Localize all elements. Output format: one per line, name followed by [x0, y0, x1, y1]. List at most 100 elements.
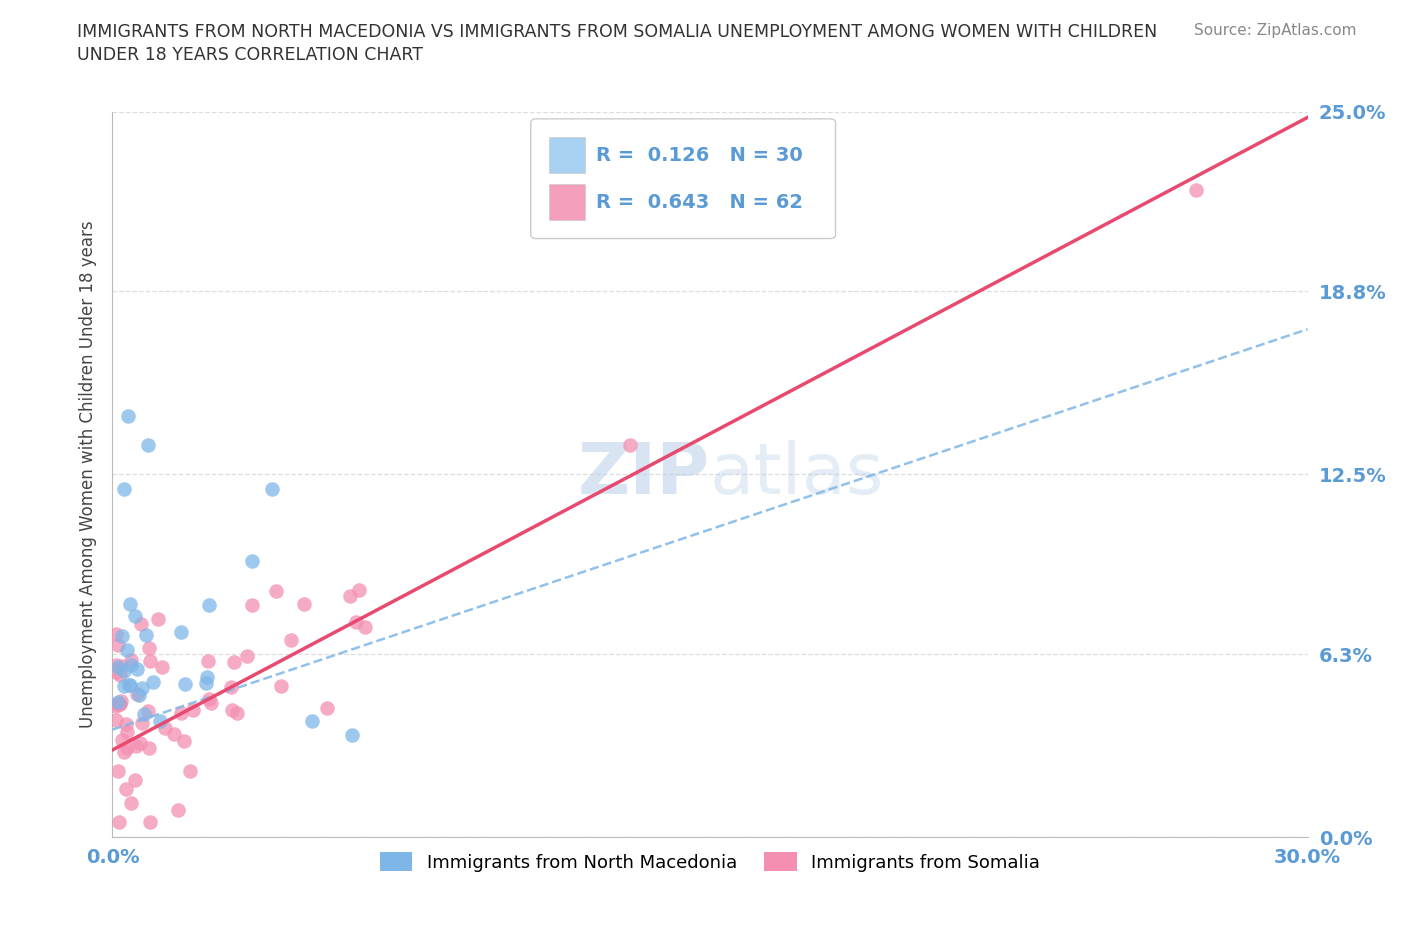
- Point: [301, 713, 323, 728]
- Point: [105, 712, 128, 727]
- Point: [194, 675, 217, 690]
- Point: [148, 611, 170, 626]
- Point: [150, 660, 173, 675]
- Point: [153, 721, 176, 736]
- Point: [110, 658, 132, 673]
- Point: [197, 598, 219, 613]
- Point: [115, 725, 138, 740]
- Point: [240, 597, 263, 612]
- Point: [107, 638, 129, 653]
- Point: [115, 740, 138, 755]
- Point: [221, 703, 243, 718]
- Point: [105, 627, 128, 642]
- Point: [170, 624, 193, 639]
- Text: IMMIGRANTS FROM NORTH MACEDONIA VS IMMIGRANTS FROM SOMALIA UNEMPLOYMENT AMONG WO: IMMIGRANTS FROM NORTH MACEDONIA VS IMMIG…: [77, 23, 1157, 41]
- FancyBboxPatch shape: [548, 184, 585, 220]
- Point: [315, 700, 337, 715]
- Point: [114, 664, 136, 679]
- Point: [105, 698, 128, 713]
- Point: [240, 554, 263, 569]
- Text: R =  0.643   N = 62: R = 0.643 N = 62: [596, 193, 803, 212]
- Point: [197, 670, 219, 684]
- Point: [114, 482, 135, 497]
- Point: [125, 661, 148, 676]
- Text: UNDER 18 YEARS CORRELATION CHART: UNDER 18 YEARS CORRELATION CHART: [77, 46, 423, 64]
- Point: [179, 764, 201, 778]
- Point: [115, 643, 138, 658]
- Point: [118, 678, 141, 693]
- Point: [173, 734, 195, 749]
- Point: [135, 628, 157, 643]
- Point: [174, 677, 197, 692]
- Point: [139, 815, 162, 830]
- Point: [163, 727, 186, 742]
- Point: [112, 744, 135, 759]
- Point: [136, 704, 159, 719]
- FancyBboxPatch shape: [531, 119, 835, 239]
- Point: [149, 713, 172, 728]
- Point: [112, 679, 135, 694]
- Point: [128, 736, 150, 751]
- Point: [125, 686, 148, 701]
- Point: [344, 615, 367, 630]
- Point: [120, 678, 142, 693]
- Point: [264, 584, 287, 599]
- Point: [340, 728, 363, 743]
- Point: [117, 409, 139, 424]
- Point: [138, 741, 160, 756]
- Point: [111, 733, 134, 748]
- Point: [132, 707, 155, 722]
- Point: [115, 717, 138, 732]
- Text: R =  0.126   N = 30: R = 0.126 N = 30: [596, 146, 803, 165]
- Point: [138, 438, 160, 453]
- Point: [280, 632, 302, 647]
- Point: [107, 764, 129, 778]
- Point: [200, 696, 222, 711]
- Point: [108, 668, 131, 683]
- Point: [197, 654, 219, 669]
- Point: [236, 649, 259, 664]
- Point: [107, 659, 129, 674]
- Point: [110, 694, 132, 709]
- Point: [108, 815, 131, 830]
- Point: [105, 664, 128, 679]
- Point: [219, 679, 242, 694]
- Point: [170, 706, 193, 721]
- Point: [619, 438, 641, 453]
- Point: [124, 738, 146, 753]
- Point: [124, 609, 146, 624]
- Point: [120, 796, 142, 811]
- Point: [224, 655, 246, 670]
- Point: [111, 628, 134, 643]
- Point: [349, 582, 371, 597]
- Text: Source: ZipAtlas.com: Source: ZipAtlas.com: [1194, 23, 1357, 38]
- Point: [131, 716, 153, 731]
- Point: [105, 658, 128, 672]
- FancyBboxPatch shape: [548, 137, 585, 173]
- Point: [226, 705, 249, 720]
- Point: [108, 696, 131, 711]
- Point: [115, 782, 138, 797]
- Point: [131, 681, 153, 696]
- Point: [128, 688, 150, 703]
- Point: [120, 597, 142, 612]
- Point: [142, 674, 165, 689]
- Point: [1185, 182, 1208, 197]
- Point: [121, 658, 143, 672]
- Point: [260, 482, 283, 497]
- Text: atlas: atlas: [710, 440, 884, 509]
- Point: [124, 773, 146, 788]
- Point: [354, 619, 377, 634]
- Point: [270, 678, 292, 693]
- Point: [181, 703, 204, 718]
- Point: [139, 654, 162, 669]
- Point: [110, 697, 132, 711]
- Point: [167, 803, 190, 817]
- Point: [107, 695, 129, 710]
- Point: [292, 596, 315, 611]
- Point: [129, 616, 152, 631]
- Y-axis label: Unemployment Among Women with Children Under 18 years: Unemployment Among Women with Children U…: [79, 220, 97, 728]
- Point: [105, 697, 128, 711]
- Point: [120, 652, 142, 667]
- Text: ZIP: ZIP: [578, 440, 710, 509]
